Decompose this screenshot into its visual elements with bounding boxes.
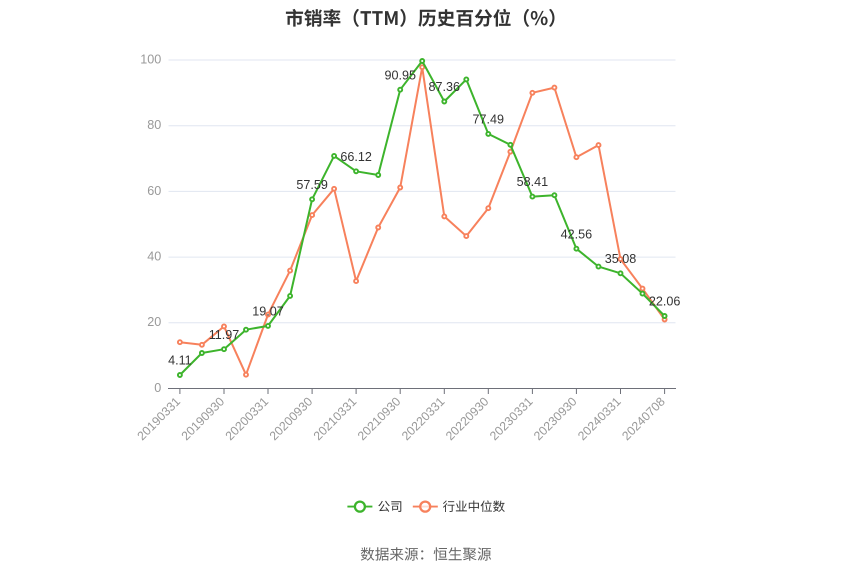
svg-text:90.95: 90.95 (384, 68, 416, 82)
svg-text:58.41: 58.41 (517, 175, 549, 189)
svg-text:100: 100 (140, 52, 161, 66)
svg-text:87.36: 87.36 (429, 80, 461, 94)
svg-text:11.97: 11.97 (209, 328, 240, 342)
svg-text:20: 20 (147, 315, 161, 329)
svg-text:4.11: 4.11 (168, 354, 192, 368)
svg-text:77.49: 77.49 (473, 113, 505, 127)
svg-text:60: 60 (147, 184, 161, 198)
svg-text:22.06: 22.06 (649, 295, 681, 309)
svg-text:57.59: 57.59 (296, 178, 328, 192)
svg-text:19.07: 19.07 (252, 305, 284, 319)
svg-text:80: 80 (147, 118, 161, 132)
svg-text:42.56: 42.56 (561, 227, 593, 241)
svg-text:40: 40 (147, 250, 161, 264)
svg-text:0: 0 (154, 381, 161, 395)
svg-text:35.08: 35.08 (605, 252, 637, 266)
svg-text:66.12: 66.12 (340, 150, 372, 164)
